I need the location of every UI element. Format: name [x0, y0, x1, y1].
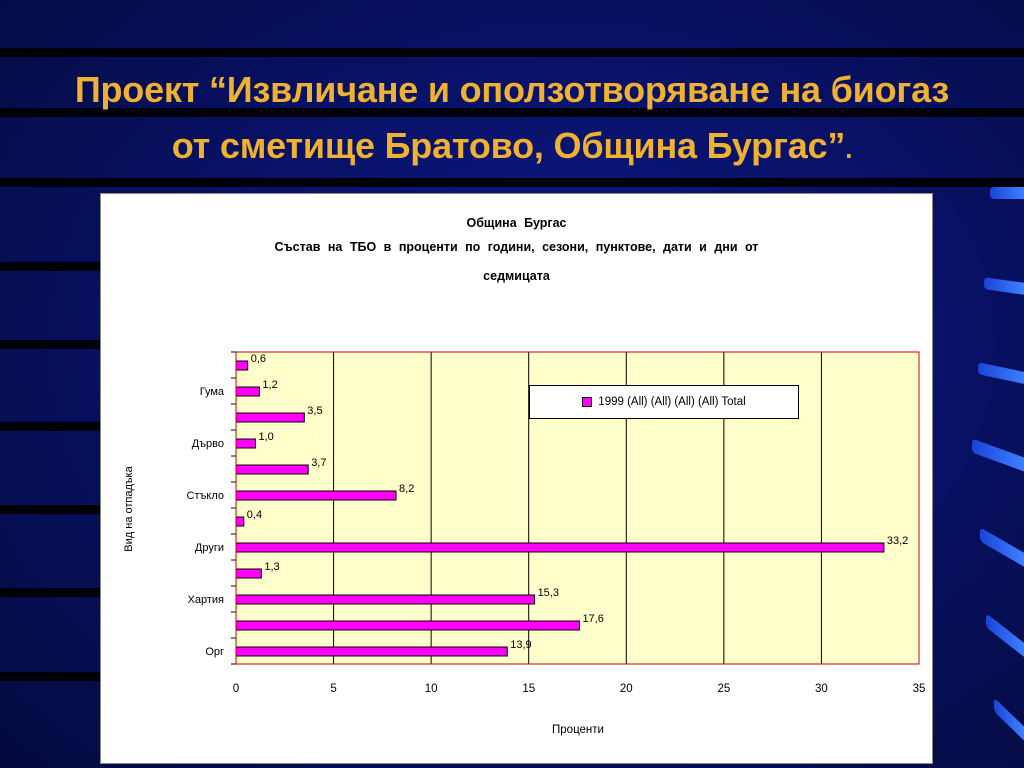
bar — [235, 594, 536, 605]
decor-accent — [990, 187, 1024, 199]
bar — [235, 438, 257, 449]
x-tick-label: 20 — [620, 683, 633, 695]
bar — [235, 360, 249, 371]
bar — [235, 516, 245, 527]
data-label: 33,2 — [887, 535, 908, 547]
slide-title-line2-text: от сметище Братово, Община Бургас” — [171, 125, 846, 166]
chart-legend: 1999 (All) (All) (All) (All) Total — [529, 385, 799, 419]
data-label: 3,7 — [311, 457, 326, 469]
x-axis-label: Проценти — [552, 724, 604, 736]
slide-title-dot: . — [845, 134, 853, 164]
x-tick-label: 0 — [233, 683, 239, 695]
y-category-label: Гума — [200, 386, 225, 398]
x-tick-label: 10 — [425, 683, 438, 695]
data-label: 1,2 — [262, 379, 277, 391]
x-tick-label: 35 — [913, 683, 926, 695]
chart-title: Община Бургас — [466, 216, 567, 230]
slide-title-line2: от сметище Братово, Община Бургас”. — [0, 118, 1024, 177]
data-label: 1,3 — [264, 561, 279, 573]
data-label: 3,5 — [307, 405, 322, 417]
bar — [235, 568, 262, 579]
chart-subtitle-line2: седмицата — [483, 269, 550, 283]
decor-accent — [984, 277, 1024, 295]
data-label: 8,2 — [399, 483, 414, 495]
chart-subtitle-line1: Състав на ТБО в проценти по години, сезо… — [274, 240, 759, 254]
data-label: 13,9 — [510, 639, 531, 651]
decor-stripe — [0, 48, 1024, 57]
chart-card: Община Бургас Състав на ТБО в проценти п… — [100, 193, 933, 764]
decor-stripe — [0, 422, 100, 431]
bar — [235, 464, 309, 475]
decor-stripe — [0, 340, 100, 349]
y-axis-label: Вид на отпадъка — [123, 466, 135, 552]
decor-stripe — [0, 505, 100, 514]
x-tick-label: 30 — [815, 683, 828, 695]
data-label: 0,4 — [247, 509, 262, 521]
y-category-label: Хартия — [188, 594, 225, 606]
decor-stripe — [0, 588, 100, 597]
bar — [235, 412, 305, 423]
slide-title: Проект “Извличане и оползотворяване на б… — [0, 62, 1024, 177]
y-category-label: Дърво — [192, 438, 224, 450]
bar — [235, 490, 397, 501]
y-category-label: Орг — [205, 646, 224, 658]
axes: 0 5 10 15 20 25 30 35 Гума Дърво Стъкло Други Хартия… — [187, 351, 926, 695]
slide-title-line1: Проект “Извличане и оползотворяване на б… — [74, 69, 950, 110]
decor-stripe — [0, 178, 1024, 187]
bar — [235, 646, 508, 657]
bar — [235, 542, 885, 553]
decor-accent — [994, 697, 1024, 741]
data-label: 17,6 — [582, 613, 603, 625]
plot-border — [235, 351, 920, 665]
bar-chart: 0,6 1,2 3,5 1,0 3,7 8,2 0,4 33,2 1,3 15,3 17,6 13,9… — [187, 351, 926, 695]
legend-swatch — [582, 397, 593, 407]
data-label: 0,6 — [251, 353, 266, 365]
decor-stripe — [0, 262, 100, 271]
x-tick-label: 15 — [522, 683, 535, 695]
bar — [235, 620, 580, 631]
decor-accent — [972, 438, 1024, 472]
data-label: 1,0 — [259, 431, 274, 443]
data-label: 15,3 — [538, 587, 559, 599]
decor-accent — [980, 527, 1024, 567]
decor-stripe — [0, 672, 100, 681]
decor-accent — [978, 362, 1024, 384]
y-category-label: Стъкло — [187, 490, 224, 502]
legend-label: 1999 (All) (All) (All) (All) Total — [598, 396, 746, 408]
decor-stripe — [0, 108, 1024, 117]
y-category-label: Други — [195, 542, 224, 554]
x-tick-label: 5 — [330, 683, 336, 695]
x-tick-label: 25 — [717, 683, 730, 695]
bar — [235, 386, 260, 397]
decor-accent — [986, 613, 1024, 657]
